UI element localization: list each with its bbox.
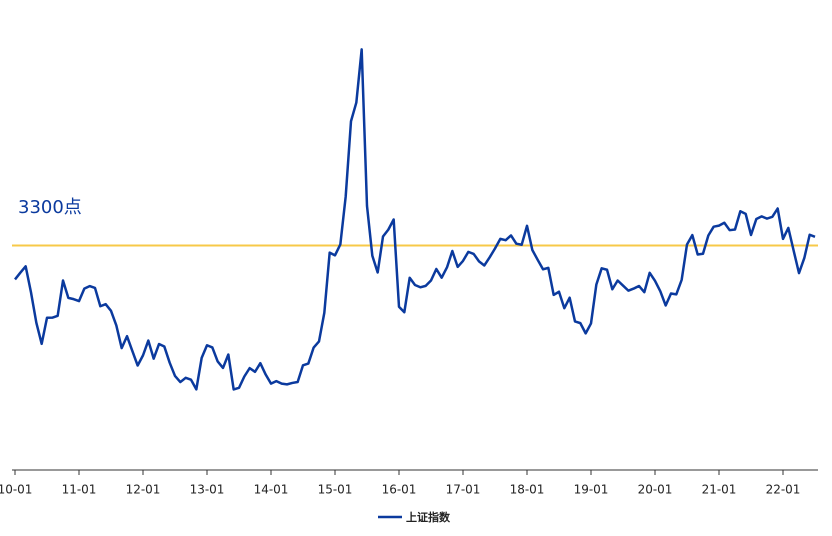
x-tick-label: 15-01 — [318, 483, 353, 497]
x-tick-label: 16-01 — [382, 483, 417, 497]
x-tick-label: 21-01 — [702, 483, 737, 497]
x-tick-label: 13-01 — [190, 483, 225, 497]
x-tick-label: 17-01 — [446, 483, 481, 497]
reference-label: 3300点 — [18, 197, 82, 218]
x-tick-label: 10-01 — [0, 483, 32, 497]
x-tick-label: 20-01 — [638, 483, 673, 497]
x-tick-label: 14-01 — [254, 483, 289, 497]
x-tick-label: 12-01 — [126, 483, 161, 497]
x-tick-label: 11-01 — [62, 483, 97, 497]
x-tick-label: 18-01 — [510, 483, 545, 497]
legend-label: 上证指数 — [406, 510, 451, 524]
series-line — [14, 48, 816, 391]
x-tick-label: 22-01 — [766, 483, 801, 497]
x-tick-label: 19-01 — [574, 483, 609, 497]
